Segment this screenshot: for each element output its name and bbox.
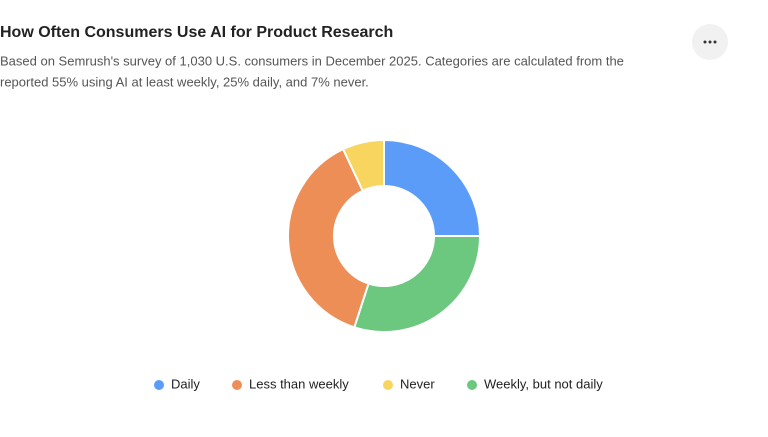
chart-subtitle: reported 55% using AI at least weekly, 2… (0, 74, 369, 89)
chart-subtitle: Based on Semrush's survey of 1,030 U.S. … (0, 53, 624, 68)
donut-slice (341, 138, 385, 193)
menu-dot (708, 40, 712, 44)
donut-slice (287, 147, 370, 329)
menu-dot (713, 40, 717, 44)
chart-title: How Often Consumers Use AI for Product R… (0, 24, 393, 41)
menu-dot (703, 40, 707, 44)
legend-label: Weekly, but not daily (484, 376, 603, 391)
menu-button[interactable] (692, 24, 728, 60)
legend-label: Never (400, 376, 435, 391)
donut-slice (383, 138, 482, 237)
donut-slice (353, 235, 482, 333)
legend-marker (467, 380, 477, 390)
legend-marker (383, 380, 393, 390)
legend-label: Less than weekly (249, 376, 349, 391)
legend-label: Daily (171, 376, 200, 391)
legend-marker (232, 380, 242, 390)
legend-marker (154, 380, 164, 390)
